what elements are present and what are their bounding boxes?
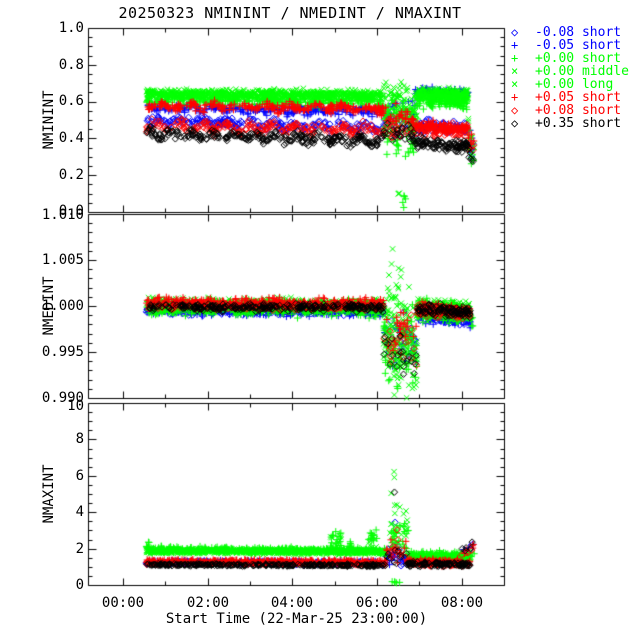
legend-row: ◇ +0.35 short: [511, 116, 629, 131]
legend-row: × +0.00 long: [511, 77, 629, 92]
y-tick-label: 10: [67, 398, 84, 414]
legend-cross-icon: ×: [511, 77, 519, 91]
legend-row: × +0.00 middle: [511, 64, 629, 79]
x-tick-label: 08:00: [440, 595, 484, 611]
y-tick-label: 1.000: [41, 298, 84, 314]
legend: ◇ -0.08 short + -0.05 short + +0.00 short ×…: [511, 25, 629, 131]
legend-label: -0.05 short: [535, 38, 622, 53]
legend-diamond-icon: ◇: [511, 25, 519, 39]
legend-label: +0.35 short: [535, 116, 622, 131]
y-tick-label: 6: [75, 468, 84, 484]
legend-row: + -0.05 short: [511, 38, 629, 53]
legend-diamond-icon: ◇: [511, 116, 519, 130]
y-tick-label: 0: [75, 577, 84, 593]
legend-diamond-icon: ◇: [511, 103, 519, 117]
y-tick-label: 0.4: [58, 130, 84, 146]
legend-plus-icon: +: [511, 51, 519, 65]
y-tick-label: 2: [75, 541, 84, 557]
legend-row: + +0.05 short: [511, 90, 629, 105]
y-tick-label: 0.8: [58, 57, 84, 73]
x-axis-title: Start Time (22-Mar-25 23:00:00): [165, 611, 428, 627]
legend-label: +0.00 short: [535, 51, 622, 66]
x-tick-label: 00:00: [101, 595, 145, 611]
legend-label: +0.08 short: [535, 103, 622, 118]
legend-cross-icon: ×: [511, 64, 519, 78]
x-tick-label: 02:00: [186, 595, 230, 611]
y-tick-label: 8: [75, 431, 84, 447]
y-tick-label: 0.995: [41, 344, 84, 360]
y-tick-label: 0.990: [41, 390, 84, 406]
legend-label: +0.00 middle: [535, 64, 629, 79]
legend-plus-icon: +: [511, 38, 519, 52]
plot-title: 20250323 NMININT / NMEDINT / NMAXINT: [118, 4, 462, 22]
y-tick-label: 1.005: [41, 252, 84, 268]
legend-label: +0.00 long: [535, 77, 614, 92]
y-tick-label: 1.010: [41, 207, 84, 223]
x-tick-label: 04:00: [270, 595, 314, 611]
legend-row: + +0.00 short: [511, 51, 629, 66]
legend-row: ◇ +0.08 short: [511, 103, 629, 118]
panel-nmedint: [88, 214, 505, 398]
y-tick-label: 4: [75, 504, 84, 520]
y-tick-label: 0.0: [58, 203, 84, 219]
y-tick-label: 0.6: [58, 93, 84, 109]
legend-row: ◇ -0.08 short: [511, 25, 629, 40]
legend-plus-icon: +: [511, 90, 519, 104]
panel-nminint: [88, 28, 505, 212]
y-tick-label: 0.2: [58, 167, 84, 183]
legend-label: +0.05 short: [535, 90, 622, 105]
y-tick-label: 1.0: [58, 20, 84, 36]
legend-label: -0.08 short: [535, 25, 622, 40]
x-tick-label: 06:00: [355, 595, 399, 611]
panel-nmaxint: [88, 403, 505, 585]
